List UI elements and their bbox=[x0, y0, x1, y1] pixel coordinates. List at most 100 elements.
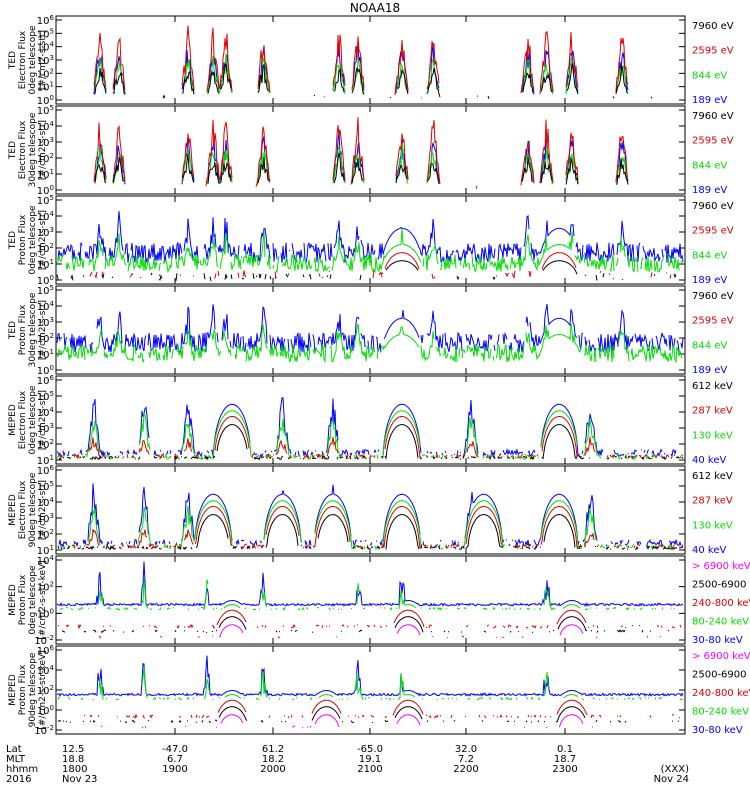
y-tick-label: 106 bbox=[37, 644, 55, 657]
time-axis-mlt: 19.1 bbox=[359, 754, 381, 765]
time-axis-hhmm: (XXX) bbox=[661, 764, 689, 775]
y-axis-label-line: TED bbox=[8, 231, 18, 250]
y-tick-label: 100 bbox=[37, 94, 54, 107]
y-tick-label: 103 bbox=[37, 512, 54, 525]
panel-6: 101 102 103 104 105 106 MEPED Electron Flux 90de… bbox=[8, 464, 733, 557]
panels: 100 101 102 103 104 105 106 TED Electron Flux 0de… bbox=[8, 14, 750, 737]
y-axis-label-line: Proton Flux bbox=[18, 574, 28, 625]
y-tick-label: 10-2 bbox=[34, 634, 54, 647]
y-axis-label-line: [#/cm2-s-str] bbox=[38, 30, 48, 90]
y-tick-label: 105 bbox=[37, 194, 54, 207]
series-line-red bbox=[58, 416, 682, 460]
series-group bbox=[56, 561, 683, 638]
series-line-blue bbox=[94, 130, 676, 188]
legend-entry: 189 eV bbox=[692, 185, 727, 196]
y-tick-label: 103 bbox=[37, 226, 54, 239]
axis-row-label: 2016 bbox=[6, 774, 31, 785]
legend-entry: 40 keV bbox=[692, 545, 726, 556]
panel-frame bbox=[55, 645, 686, 735]
series-line-green bbox=[56, 410, 684, 461]
y-tick-label: 100 bbox=[37, 607, 54, 620]
y-axis-label-line: Electron Flux bbox=[18, 390, 28, 449]
y-axis-label-line: TED bbox=[8, 51, 18, 70]
y-axis-label-line: 90deg telescope bbox=[28, 652, 38, 727]
series-line-green bbox=[94, 143, 629, 186]
y-axis-label-line: [#/cm2-s-str] bbox=[38, 120, 48, 180]
legend-entry: 7960 eV bbox=[692, 21, 734, 32]
time-axis-lat: -65.0 bbox=[357, 744, 383, 755]
y-tick-label: 104 bbox=[37, 406, 55, 419]
y-tick-label: 105 bbox=[37, 104, 54, 117]
series-line-blue bbox=[94, 44, 677, 99]
time-axis-mlt: 7.2 bbox=[458, 754, 474, 765]
series-line-red bbox=[93, 25, 629, 96]
legend-entry: 2500-6900 bbox=[692, 580, 747, 591]
time-axis-hhmm: 1900 bbox=[162, 764, 187, 775]
panel-5: 101 102 103 104 105 106 MEPED Electron Flux 0deg… bbox=[8, 374, 733, 467]
time-axis-mlt: 18.7 bbox=[554, 754, 576, 765]
legend-entry: 2595 eV bbox=[692, 226, 734, 237]
legend-entry: 844 eV bbox=[692, 250, 727, 261]
legend-entry: 30-80 keV bbox=[692, 635, 743, 646]
time-axis-lat: -47.0 bbox=[162, 744, 188, 755]
series-line-red bbox=[57, 609, 682, 630]
series-line-black bbox=[58, 424, 684, 461]
legend-entry: 287 keV bbox=[692, 406, 733, 417]
time-axis-hhmm: 2200 bbox=[453, 764, 478, 775]
legend-entry: 2500-6900 bbox=[692, 670, 747, 681]
legend-entry: 2595 eV bbox=[692, 316, 734, 327]
y-axis-label-line: Proton Flux bbox=[18, 304, 28, 355]
y-tick-label: 104 bbox=[37, 41, 55, 54]
legend-entry: > 6900 keV bbox=[692, 651, 750, 662]
y-axis-label-line: 0deg telescope bbox=[28, 565, 38, 635]
legend-entry: 189 eV bbox=[692, 365, 727, 376]
series-line-black bbox=[94, 63, 672, 98]
y-tick-label: 104 bbox=[37, 120, 55, 133]
legend-entry: 130 keV bbox=[692, 430, 733, 441]
y-tick-label: 102 bbox=[37, 438, 54, 451]
series-group bbox=[57, 655, 684, 729]
time-axis-lat: 0.1 bbox=[557, 744, 573, 755]
legend-entry: 240-800 keV bbox=[692, 688, 750, 699]
time-axis-date: Nov 23 bbox=[62, 774, 97, 785]
series-line-magenta bbox=[101, 715, 677, 728]
y-axis-label-line: Proton Flux bbox=[18, 214, 28, 265]
y-tick-label: 106 bbox=[37, 14, 55, 27]
time-axis-lat: 12.5 bbox=[62, 744, 84, 755]
legend-entry: 80-240 keV bbox=[692, 707, 749, 718]
y-tick-label: 102 bbox=[37, 684, 54, 697]
time-axis-hhmm: 2100 bbox=[357, 764, 382, 775]
y-tick-label: 104 bbox=[37, 554, 55, 567]
series-line-magenta bbox=[99, 625, 683, 638]
y-axis-label-line: 0deg telescope bbox=[28, 25, 38, 95]
panel-frame bbox=[55, 375, 686, 465]
series-group bbox=[58, 483, 683, 549]
panel-frame bbox=[55, 555, 686, 645]
legend-entry: 2595 eV bbox=[692, 46, 734, 57]
legend-entry: 844 eV bbox=[692, 160, 727, 171]
legend-entry: 844 eV bbox=[692, 70, 727, 81]
series-line-red bbox=[61, 506, 684, 550]
panel-4: 100 101 102 103 104 105 TED Proton Flux 30deg te… bbox=[8, 284, 734, 377]
legend-entry: 130 keV bbox=[692, 520, 733, 531]
y-axis-label-line: TED bbox=[8, 321, 18, 340]
y-axis-label-line: MEPED bbox=[8, 674, 18, 706]
time-axis-lat: 61.2 bbox=[262, 744, 284, 755]
panel-2: 100 101 102 103 104 105 TED Electron Flux 30deg … bbox=[8, 104, 734, 197]
series-line-green bbox=[56, 228, 684, 274]
legend-entry: 612 keV bbox=[692, 471, 733, 482]
legend-entry: 189 eV bbox=[692, 95, 727, 106]
legend-entry: 80-240 keV bbox=[692, 617, 749, 628]
series-line-blue bbox=[57, 655, 684, 697]
y-axis-label-line: Electron Flux bbox=[18, 480, 28, 539]
y-tick-label: 103 bbox=[37, 316, 54, 329]
legend-entry: 2595 eV bbox=[692, 136, 734, 147]
y-tick-label: 101 bbox=[37, 258, 54, 271]
panel-7: 10-2 100 102 104 MEPED Proton Flux 0deg telesc… bbox=[8, 554, 750, 647]
y-tick-label: 105 bbox=[37, 480, 54, 493]
time-axis-mlt: 6.7 bbox=[167, 754, 183, 765]
y-axis-label-line: TED bbox=[8, 141, 18, 160]
y-axis-label-line: Proton Flux bbox=[18, 664, 28, 715]
